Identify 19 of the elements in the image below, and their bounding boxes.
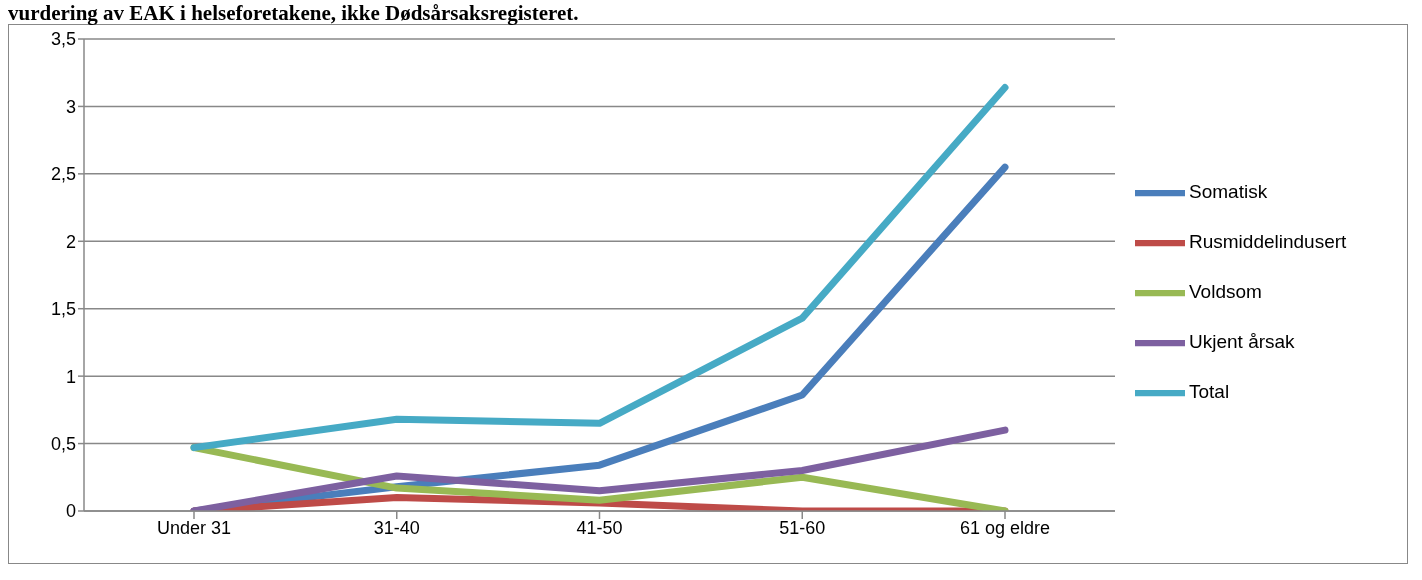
y-tick-label: 3,5 [50,29,76,50]
x-tick-label: 41-50 [576,517,623,538]
legend-label: Ukjent årsak [1189,331,1295,353]
legend-label: Voldsom [1189,281,1262,303]
chart-title: vurdering av EAK i helseforetakene, ikke Dødsårsaksregisteret. [8,1,580,25]
legend-label: Somatisk [1189,181,1268,203]
y-tick-label: 0 [65,501,76,522]
x-tick-label: 31-40 [373,517,420,538]
x-tick-label: Under 31 [156,517,232,538]
legend-label: Rusmiddelindusert [1189,231,1347,253]
y-tick-label: 3 [65,96,76,117]
x-tick-label: 51-60 [779,517,826,538]
y-tick-label: 0,5 [50,433,76,454]
x-tick-label: 61 og eldre [959,517,1051,538]
y-tick-label: 2,5 [50,164,76,185]
y-tick-label: 2 [65,231,76,252]
legend-label: Total [1189,381,1230,403]
y-tick-label: 1 [65,366,76,387]
y-tick-label: 1,5 [50,299,76,320]
